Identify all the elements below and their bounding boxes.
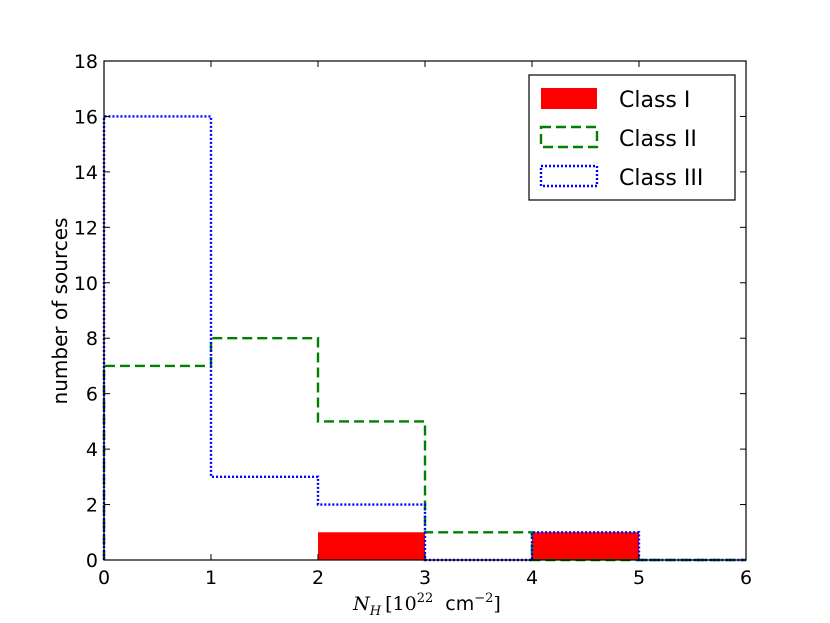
y-axis-label: number of sources	[48, 218, 72, 405]
y-tick-label: 18	[74, 51, 98, 73]
y-tick-label: 10	[74, 273, 98, 295]
class-i-bar	[532, 532, 639, 560]
y-tick-label: 6	[86, 384, 98, 406]
filled-bars-layer	[318, 532, 639, 560]
x-tick-label: 0	[98, 567, 110, 589]
class-ii-step-line	[102, 337, 746, 562]
x-axis-label: NH [1022 cm−2]	[352, 591, 501, 619]
x-label-subscript: H	[369, 604, 382, 619]
legend: Class I Class II Class III	[528, 74, 736, 201]
x-label-exponent: 22	[417, 591, 434, 606]
y-tick-label: 0	[86, 550, 98, 572]
legend-swatch-class-iii	[539, 164, 599, 188]
class-i-bar	[318, 532, 425, 560]
x-label-bracket-close: ]	[493, 593, 500, 615]
x-tick-label: 6	[740, 567, 752, 589]
x-label-bracket-open: [10	[385, 593, 417, 615]
y-tick-label: 12	[74, 217, 98, 239]
x-label-symbol: N	[352, 593, 371, 615]
x-tick-label: 1	[205, 567, 217, 589]
y-tick-label: 14	[74, 162, 98, 184]
y-tick-label: 4	[86, 439, 98, 461]
y-tick-label: 2	[86, 495, 98, 517]
x-tick-label: 2	[312, 567, 324, 589]
legend-label-class-iii: Class III	[619, 166, 703, 191]
y-tick-label: 16	[74, 106, 98, 128]
x-label-unit: cm	[445, 593, 474, 615]
x-tick-label: 4	[526, 567, 538, 589]
class-iii-step-line	[102, 115, 746, 562]
x-tick-label: 5	[633, 567, 645, 589]
legend-swatch-class-ii	[539, 125, 599, 149]
x-tick-label: 3	[419, 567, 431, 589]
y-tick-label: 8	[86, 328, 98, 350]
legend-label-class-i: Class I	[619, 88, 690, 113]
x-label-unit-exponent: −2	[474, 591, 493, 606]
legend-label-class-ii: Class II	[619, 127, 697, 152]
legend-swatch-class-i	[541, 88, 597, 109]
